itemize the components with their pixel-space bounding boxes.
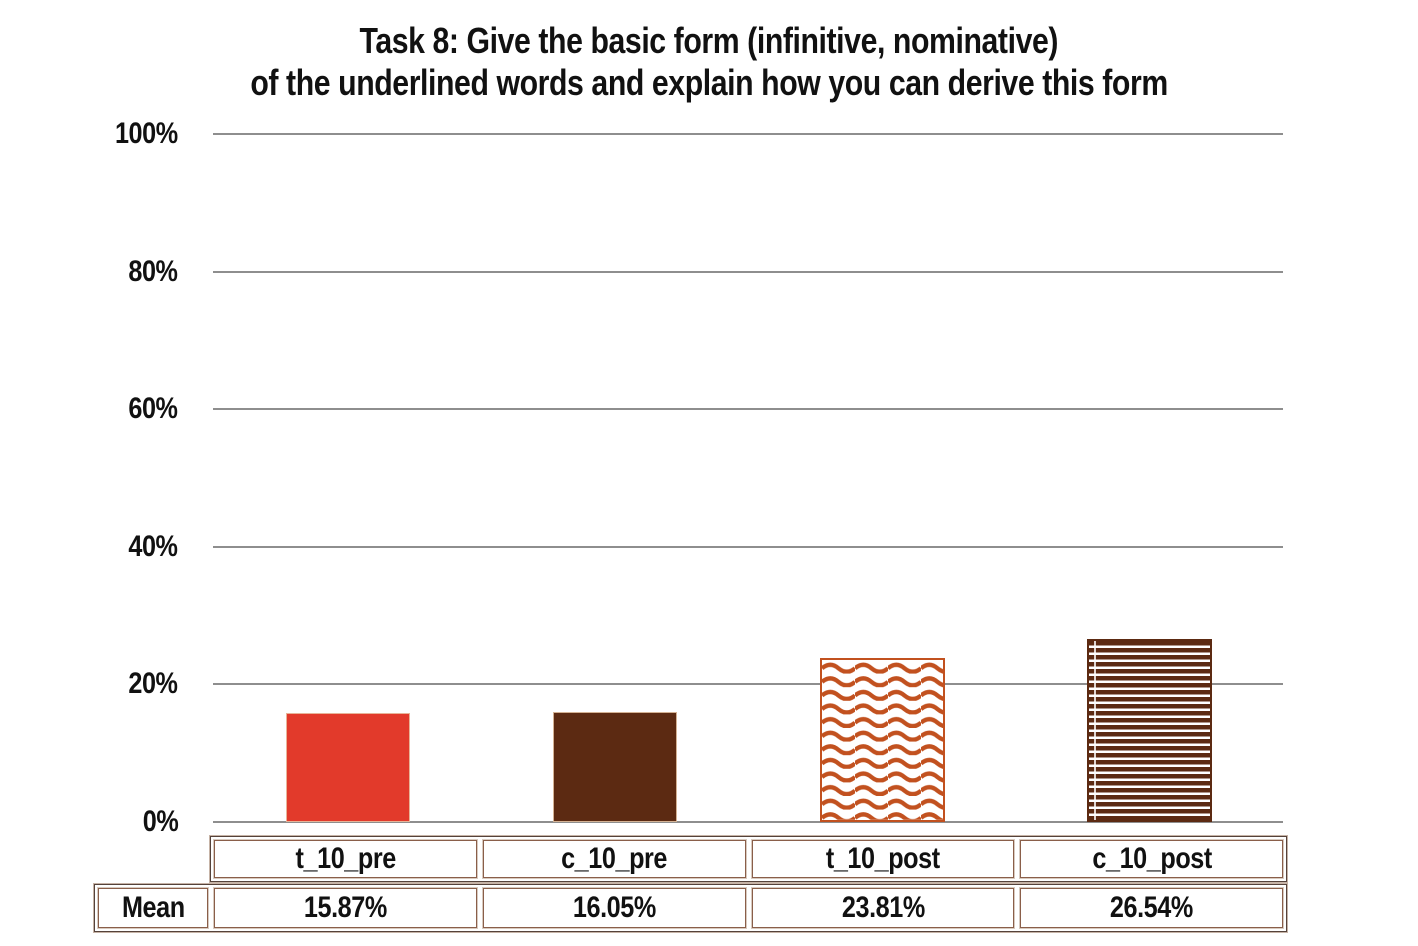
table-value-cell-c-10-post: 26.54% xyxy=(1019,887,1284,929)
chart-title-line1: Task 8: Give the basic form (infinitive,… xyxy=(359,20,1059,61)
y-axis-tick-label-20: 20% xyxy=(128,667,179,700)
stripe-seam-line xyxy=(1094,641,1096,820)
gridline-100 xyxy=(213,133,1283,135)
gridline-20 xyxy=(213,683,1283,685)
y-axis-tick-label-100: 100% xyxy=(115,117,178,150)
table-header-cell-t-10-pre: t_10_pre xyxy=(213,839,478,879)
table-value-cell-t-10-pre: 15.87% xyxy=(213,887,478,929)
table-header-cell-c-10-post: c_10_post xyxy=(1019,839,1284,879)
y-axis-tick-label-0: 0% xyxy=(142,805,178,838)
gridline-80 xyxy=(213,271,1283,273)
chart-title-line2: of the underlined words and explain how … xyxy=(250,62,1168,103)
bar-t-10-post xyxy=(820,658,945,822)
table-header-cell-t-10-post: t_10_post xyxy=(750,839,1016,879)
table-value-cell-c-10-pre: 16.05% xyxy=(481,887,747,929)
bar-c-10-pre xyxy=(553,711,677,822)
y-axis-tick-label-80: 80% xyxy=(128,255,179,288)
gridline-40 xyxy=(213,546,1283,548)
table-header-row: t_10_pre c_10_pre t_10_post c_10_post xyxy=(209,835,1288,883)
bar-t-10-pre xyxy=(286,712,410,822)
y-axis-tick-label-60: 60% xyxy=(128,392,179,425)
y-axis-tick-label-40: 40% xyxy=(128,530,179,563)
table-header-cell-c-10-pre: c_10_pre xyxy=(481,839,747,879)
bar-c-10-post xyxy=(1087,639,1212,822)
gridline-60 xyxy=(213,408,1283,410)
chart-title: Task 8: Give the basic form (infinitive,… xyxy=(0,20,1418,104)
wave-pattern xyxy=(822,660,943,820)
table-mean-row: Mean 15.87% 16.05% 23.81% 26.54% xyxy=(93,883,1288,933)
table-value-cell-t-10-post: 23.81% xyxy=(750,887,1016,929)
table-row-label-mean: Mean xyxy=(97,887,209,929)
gridline-0 xyxy=(213,821,1283,823)
